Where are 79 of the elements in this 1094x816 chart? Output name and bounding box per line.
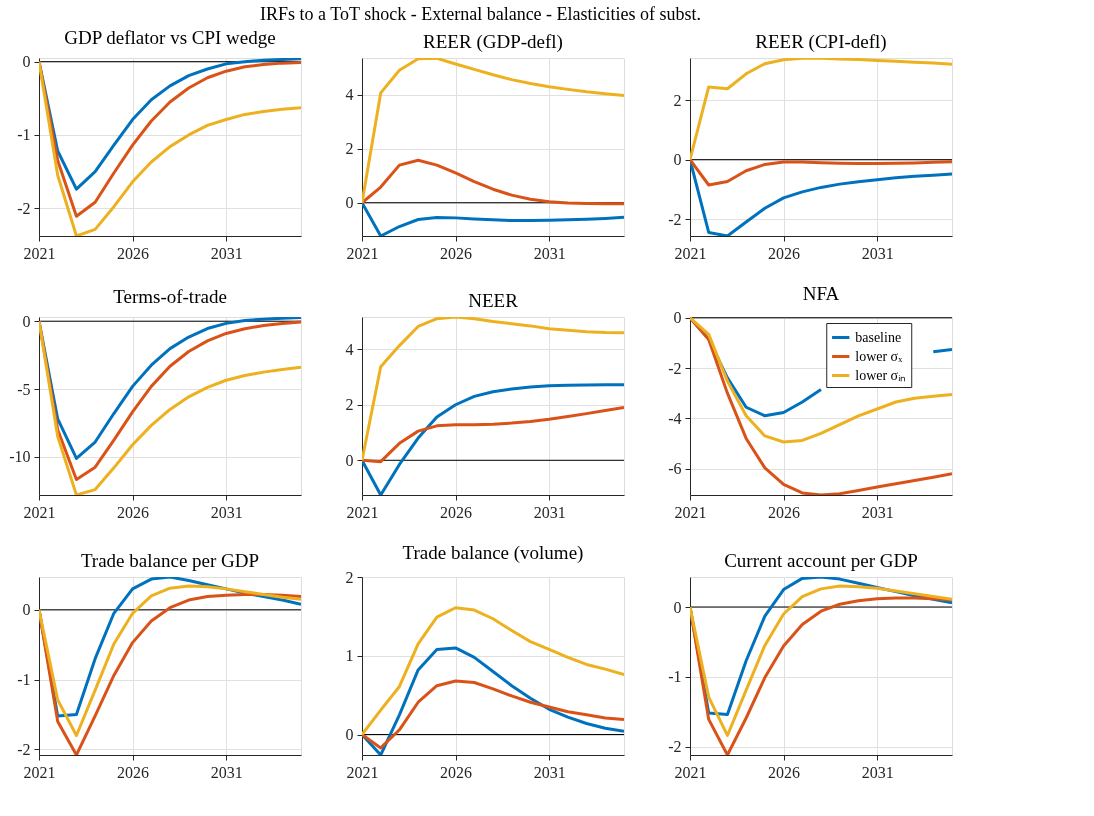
x-tick-label: 2031 bbox=[533, 244, 566, 262]
y-tick-label: -4 bbox=[668, 409, 682, 427]
line-series bbox=[362, 317, 624, 462]
y-tick-label: 2 bbox=[345, 396, 354, 414]
y-tick-label: 0 bbox=[345, 726, 354, 744]
y-tick-label: -6 bbox=[668, 460, 682, 478]
line-series bbox=[39, 584, 301, 737]
x-tick-label: 2031 bbox=[210, 763, 243, 781]
chart-title: Current account per GDP bbox=[724, 550, 918, 571]
y-tick-label: -2 bbox=[17, 740, 31, 758]
x-tick-label: 2021 bbox=[23, 763, 56, 781]
text: IRFs to a ToT shock - External balance - Elasticities of subst. bbox=[260, 4, 702, 25]
chart-title: Trade balance (volume) bbox=[402, 542, 584, 564]
y-tick-label: 4 bbox=[345, 86, 354, 104]
x-tick-label: 2031 bbox=[861, 763, 894, 781]
x-tick-label: 2026 bbox=[768, 244, 801, 262]
x-tick-label: 2031 bbox=[533, 503, 566, 521]
x-tick-label: 2021 bbox=[674, 503, 707, 521]
y-tick-label: 1 bbox=[345, 647, 354, 665]
chart-title: REER (GDP-defl) bbox=[423, 31, 563, 53]
y-tick-label: 4 bbox=[345, 340, 354, 358]
legend-label: lower σᵢₙ bbox=[855, 367, 907, 383]
x-tick-label: 2021 bbox=[674, 244, 707, 262]
y-tick-label: 2 bbox=[673, 91, 682, 109]
y-tick-label: 0 bbox=[22, 312, 31, 330]
y-tick-label: -5 bbox=[17, 380, 31, 398]
line-series bbox=[690, 58, 952, 162]
legend-label: baseline bbox=[855, 329, 902, 345]
y-tick-label: 0 bbox=[345, 194, 354, 212]
line-series bbox=[362, 679, 624, 750]
x-tick-label: 2026 bbox=[117, 244, 150, 262]
x-tick-label: 2021 bbox=[674, 763, 707, 781]
y-tick-label: -1 bbox=[17, 126, 31, 144]
chart-title: NEER bbox=[468, 290, 519, 311]
y-tick-label: 0 bbox=[673, 309, 682, 327]
x-tick-label: 2026 bbox=[440, 763, 473, 781]
line-series bbox=[690, 317, 952, 444]
y-tick-label: 0 bbox=[673, 598, 682, 616]
x-tick-label: 2021 bbox=[346, 763, 379, 781]
y-tick-label: -2 bbox=[668, 359, 682, 377]
y-tick-label: 2 bbox=[345, 568, 354, 586]
x-tick-label: 2031 bbox=[533, 763, 566, 781]
x-tick-label: 2031 bbox=[861, 503, 894, 521]
y-tick-label: -2 bbox=[17, 199, 31, 217]
line-series bbox=[690, 584, 952, 737]
x-tick-label: 2031 bbox=[210, 503, 243, 521]
y-tick-label: -2 bbox=[668, 738, 682, 756]
chart-title: Trade balance per GDP bbox=[80, 550, 260, 571]
x-tick-label: 2021 bbox=[346, 244, 379, 262]
y-tick-label: -2 bbox=[668, 210, 682, 228]
y-tick-label: 0 bbox=[345, 451, 354, 469]
x-tick-label: 2021 bbox=[23, 244, 56, 262]
x-tick-label: 2021 bbox=[23, 503, 56, 521]
y-tick-label: 0 bbox=[22, 53, 31, 71]
x-tick-label: 2021 bbox=[346, 503, 379, 521]
x-tick-label: 2026 bbox=[440, 244, 473, 262]
x-tick-label: 2031 bbox=[861, 244, 894, 262]
chart-title: GDP deflator vs CPI wedge bbox=[64, 26, 276, 48]
line-series bbox=[362, 606, 624, 737]
x-tick-label: 2026 bbox=[768, 503, 801, 521]
line-series bbox=[362, 158, 624, 206]
chart-title: REER (CPI-defl) bbox=[755, 31, 887, 53]
y-tick-label: -1 bbox=[17, 671, 31, 689]
x-tick-label: 2026 bbox=[768, 763, 801, 781]
line-series bbox=[690, 158, 952, 187]
y-tick-label: 0 bbox=[22, 601, 31, 619]
chart-title: NFA bbox=[802, 282, 840, 304]
x-tick-label: 2026 bbox=[117, 503, 150, 521]
chart-title: Terms-of-trade bbox=[113, 286, 227, 308]
x-tick-label: 2026 bbox=[117, 763, 150, 781]
legend-label: lower σₓ bbox=[855, 348, 904, 364]
x-tick-label: 2026 bbox=[440, 503, 473, 521]
x-tick-label: 2031 bbox=[210, 244, 243, 262]
y-tick-label: -10 bbox=[9, 448, 31, 466]
y-tick-label: 2 bbox=[345, 140, 354, 158]
y-tick-label: 0 bbox=[673, 151, 682, 169]
y-tick-label: -1 bbox=[668, 668, 682, 686]
line-series bbox=[362, 58, 624, 205]
line-series bbox=[362, 406, 624, 464]
